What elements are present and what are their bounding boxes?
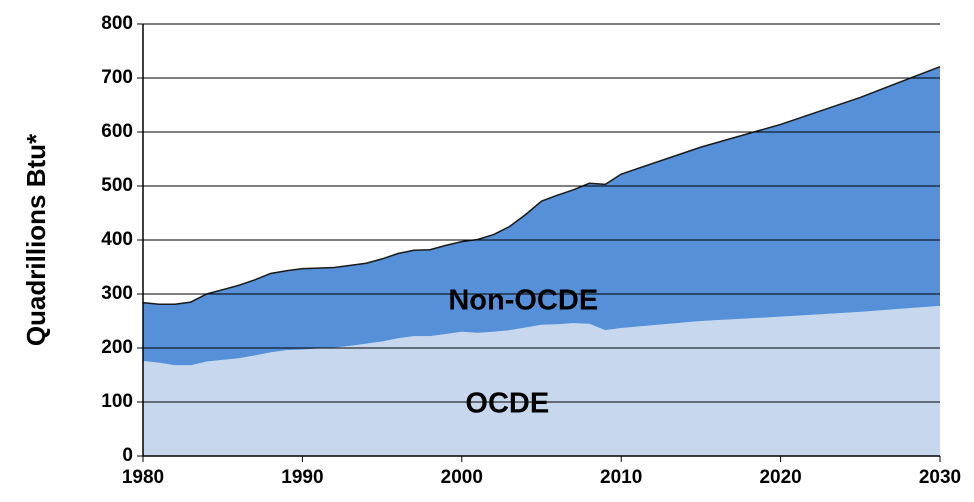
x-tick-label: 1980 (122, 467, 164, 488)
x-tick-label: 2010 (600, 467, 642, 488)
y-tick-label: 400 (101, 229, 133, 250)
x-tick-label: 2020 (759, 467, 801, 488)
y-tick-label: 0 (122, 445, 133, 466)
area-label: Non-OCDE (448, 284, 598, 316)
y-tick-label: 500 (101, 175, 133, 196)
y-tick-label: 800 (101, 13, 133, 34)
x-tick-label: 1990 (281, 467, 323, 488)
x-tick-label: 2000 (441, 467, 483, 488)
y-tick-label: 200 (101, 337, 133, 358)
y-tick-label: 100 (101, 391, 133, 412)
y-axis-title: Quadrillions Btu* (21, 133, 51, 346)
x-tick-label: 2030 (919, 467, 961, 488)
area-label: OCDE (465, 387, 549, 419)
y-tick-label: 700 (101, 67, 133, 88)
y-tick-label: 600 (101, 121, 133, 142)
area (143, 66, 940, 366)
y-tick-label: 300 (101, 283, 133, 304)
area (143, 305, 940, 456)
top-edge (142, 65, 941, 306)
